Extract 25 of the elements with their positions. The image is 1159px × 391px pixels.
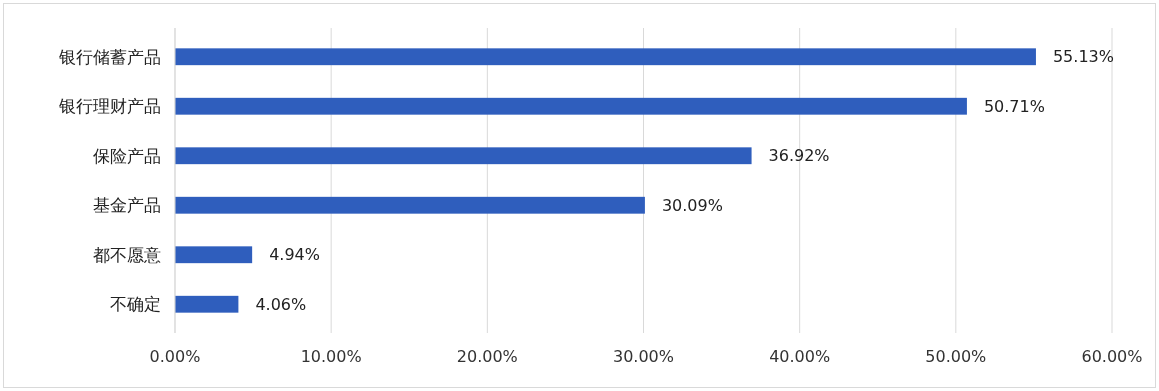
bar bbox=[175, 196, 645, 214]
bar bbox=[175, 97, 967, 115]
y-tick-label: 基金产品 bbox=[93, 195, 161, 216]
bar bbox=[175, 147, 752, 165]
bar bbox=[175, 48, 1036, 66]
y-tick-label: 银行理财产品 bbox=[58, 96, 161, 117]
data-label: 36.92% bbox=[768, 146, 830, 166]
x-tick-label: 0.00% bbox=[149, 347, 201, 366]
x-tick-label: 20.00% bbox=[456, 347, 518, 366]
data-label: 4.94% bbox=[269, 245, 320, 265]
x-tick-label: 50.00% bbox=[925, 347, 987, 366]
x-tick-label: 10.00% bbox=[300, 347, 362, 366]
bar bbox=[175, 246, 253, 264]
x-tick-label: 40.00% bbox=[769, 347, 831, 366]
x-tick-label: 60.00% bbox=[1081, 347, 1143, 366]
y-tick-label: 保险产品 bbox=[93, 145, 161, 166]
y-tick-label: 都不愿意 bbox=[93, 244, 161, 265]
bar bbox=[175, 295, 239, 313]
data-label: 30.09% bbox=[661, 195, 723, 215]
data-label: 55.13% bbox=[1052, 47, 1114, 67]
y-tick-label: 不确定 bbox=[110, 294, 161, 315]
data-label: 50.71% bbox=[983, 96, 1045, 116]
y-tick-label: 银行储蓄产品 bbox=[58, 46, 161, 67]
x-tick-label: 30.00% bbox=[612, 347, 675, 366]
data-label: 4.06% bbox=[255, 294, 307, 314]
